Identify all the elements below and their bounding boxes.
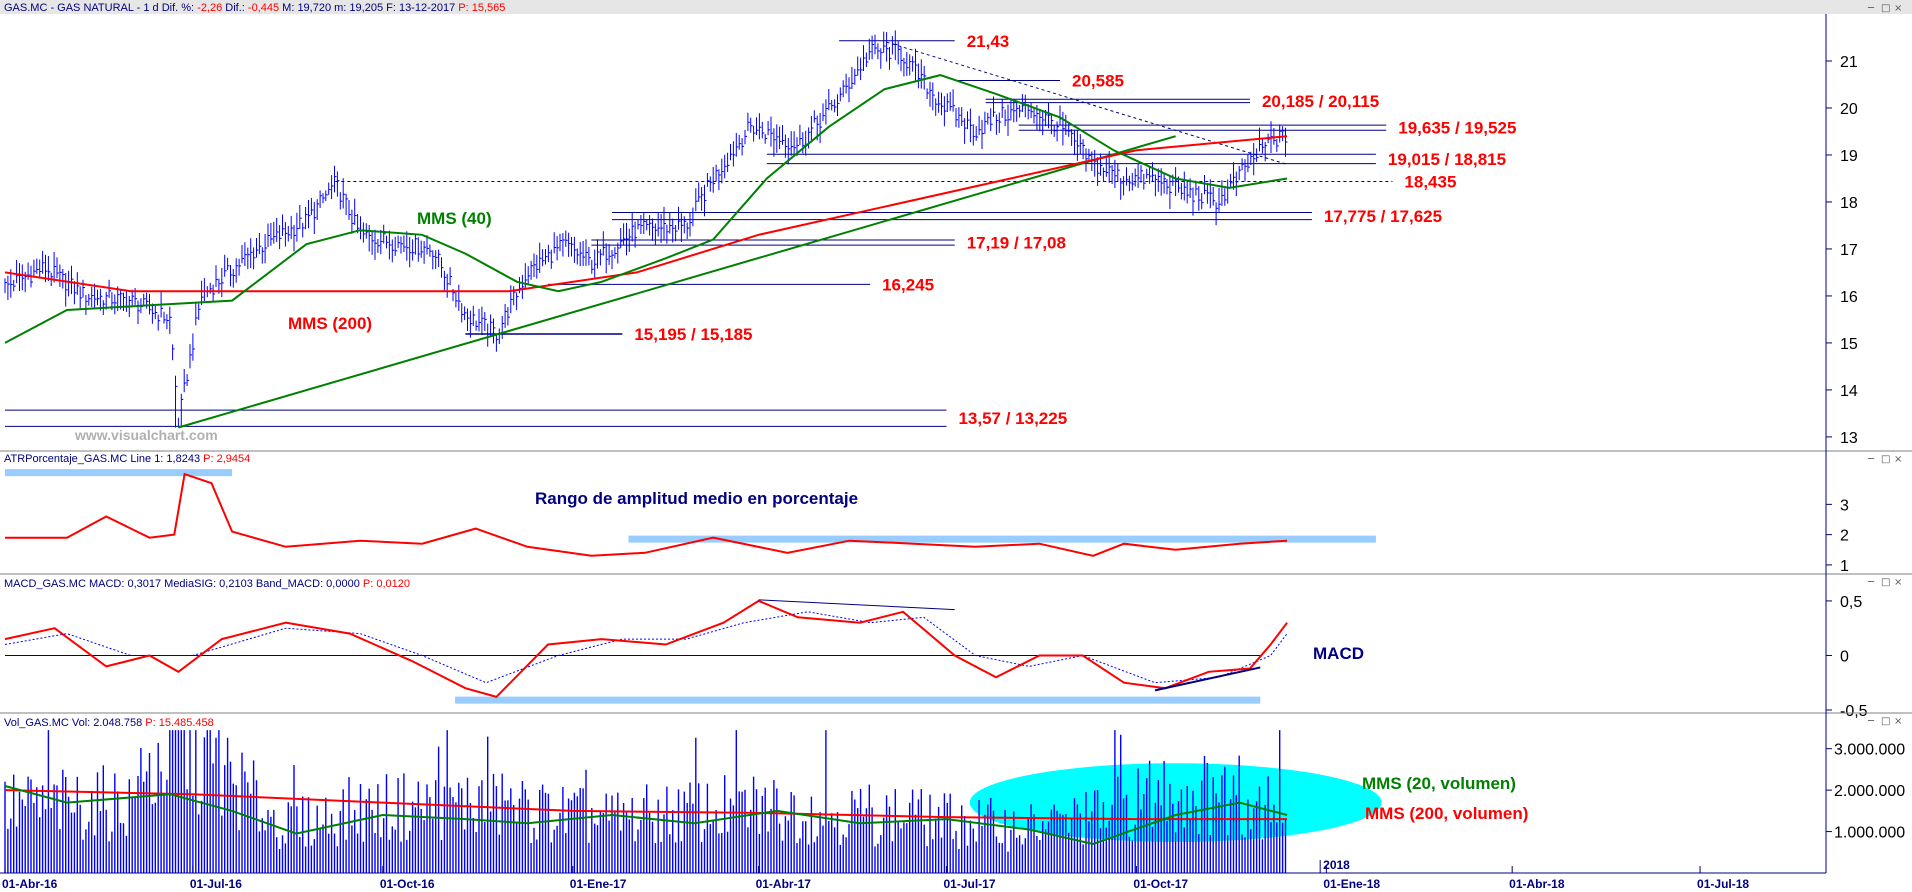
atr-annotation: Rango de amplitud medio en porcentaje xyxy=(535,489,858,508)
header-segment: P: 15.485.458 xyxy=(145,717,214,729)
volume-panel-header: Vol_GAS.MC Vol: 2.048.758 P: 15.485.458 xyxy=(4,717,214,729)
header-segment: Vol_GAS.MC Vol: 2.048.758 xyxy=(4,717,145,729)
volume-tick-label: 3.000.000 xyxy=(1834,742,1905,759)
volume-tick-label: 2.000.000 xyxy=(1834,783,1905,800)
atr-header-bar xyxy=(0,451,1912,465)
level-label: 20,585 xyxy=(1072,71,1124,90)
x-tick-label: 01-Jul-16 xyxy=(190,877,242,891)
maximize-icon: □ xyxy=(1881,577,1890,588)
volume-panel: Vol_GAS.MC Vol: 2.048.758 P: 15.485.458 … xyxy=(0,712,1912,873)
close-icon: × xyxy=(1894,3,1902,14)
x-tick-label: 01-Ene-18 xyxy=(1323,877,1380,891)
macd-annotation: MACD xyxy=(1313,644,1364,663)
macd-line xyxy=(4,599,1288,699)
mms200-label: MMS (200) xyxy=(288,314,372,333)
level-label: 15,195 / 15,185 xyxy=(634,325,752,344)
level-label: 19,635 / 19,525 xyxy=(1398,119,1516,138)
y-tick-label: 17 xyxy=(1840,242,1858,259)
macd-panel-header: MACD_GAS.MC MACD: 0,3017 MediaSIG: 0,210… xyxy=(4,578,410,590)
close-icon: × xyxy=(1894,716,1902,727)
macd-tick-label: 0 xyxy=(1840,648,1849,665)
header-segment: -2,26 xyxy=(197,2,222,14)
y-tick-label: 18 xyxy=(1840,195,1858,212)
level-label: 17,775 / 17,625 xyxy=(1324,207,1442,226)
macd-tick-label: -0,5 xyxy=(1840,703,1868,720)
level-label: 21,43 xyxy=(967,32,1010,51)
minimize-icon: ─ xyxy=(1867,577,1875,588)
header-segment: P: 15,565 xyxy=(458,2,505,14)
macd-panel: MACD_GAS.MC MACD: 0,3017 MediaSIG: 0,210… xyxy=(0,573,1912,720)
y-tick-label: 14 xyxy=(1840,383,1858,400)
x-tick-label: 01-Ene-17 xyxy=(570,877,627,891)
x-tick-label: 01-Jul-17 xyxy=(943,877,995,891)
volume-legend-mms20: MMS (20, volumen) xyxy=(1362,774,1516,793)
axes: 01-Abr-16 01-Jul-16 01-Oct-16 01-Ene-17 01-A… xyxy=(0,14,1827,891)
x-tick-label: 01-Jul-18 xyxy=(1697,877,1749,891)
level-label: 17,19 / 17,08 xyxy=(967,234,1066,253)
atr-tick-label: 2 xyxy=(1840,528,1849,545)
price-panel-header: GAS.MC - GAS NATURAL - 1 d Dif. %: -2,26… xyxy=(4,2,505,14)
atr-line xyxy=(5,472,1288,557)
atr-tick-label: 3 xyxy=(1840,497,1849,514)
header-segment: -0,445 xyxy=(248,2,279,14)
price-header-bar xyxy=(0,0,1912,14)
x-tick-label: 01-Abr-16 xyxy=(2,877,58,891)
x-tick-label: 01-Abr-18 xyxy=(1509,877,1565,891)
window-controls[interactable]: ─ □ × ─ □ × ─ □ × ─ □ × xyxy=(1867,3,1902,727)
price-panel: GAS.MC - GAS NATURAL - 1 d Dif. %: -2,26… xyxy=(0,0,1912,451)
watermark: www.visualchart.com xyxy=(74,427,218,443)
maximize-icon: □ xyxy=(1881,454,1890,465)
price-plot-area xyxy=(0,14,1826,451)
level-label: 19,015 / 18,815 xyxy=(1388,150,1506,169)
level-label: 13,57 / 13,225 xyxy=(958,409,1067,428)
y-tick-label: 15 xyxy=(1840,336,1858,353)
volume-highlight-ellipse xyxy=(969,763,1382,842)
minimize-icon: ─ xyxy=(1867,3,1875,14)
resistance-trendline xyxy=(886,41,1288,165)
y-tick-label: 20 xyxy=(1840,101,1858,118)
minimize-icon: ─ xyxy=(1867,716,1875,727)
volume-tick-label: 1.000.000 xyxy=(1834,825,1905,842)
mms40-line xyxy=(4,74,1288,344)
header-segment: ATRPorcentaje_GAS.MC Line 1: 1,8243 xyxy=(4,453,203,465)
mms40-label: MMS (40) xyxy=(417,209,492,228)
header-segment: P: 2,9454 xyxy=(203,453,250,465)
year-marker-label: 2018 xyxy=(1323,858,1350,872)
header-segment: M: 19,720 m: 19,205 F: 13-12-2017 xyxy=(279,2,458,14)
header-segment: MACD_GAS.MC MACD: 0,3017 MediaSIG: 0,210… xyxy=(4,578,363,590)
volume-legend-mms200: MMS (200, volumen) xyxy=(1365,804,1528,823)
y-tick-label: 13 xyxy=(1840,430,1858,447)
x-tick-label: 01-Oct-16 xyxy=(380,877,435,891)
macd-divergence-up xyxy=(1154,666,1261,692)
header-segment: GAS.MC - GAS NATURAL - 1 d Dif. %: xyxy=(4,2,197,14)
macd-signal-line xyxy=(4,611,1288,684)
minimize-icon: ─ xyxy=(1867,454,1875,465)
y-tick-label: 19 xyxy=(1840,148,1858,165)
macd-tick-label: 0,5 xyxy=(1840,594,1862,611)
y-tick-label: 16 xyxy=(1840,289,1858,306)
atr-tick-label: 1 xyxy=(1840,558,1849,575)
atr-panel-header: ATRPorcentaje_GAS.MC Line 1: 1,8243 P: 2… xyxy=(4,453,250,465)
close-icon: × xyxy=(1894,577,1902,588)
header-segment: Dif.: xyxy=(222,2,248,14)
level-label: 18,435 xyxy=(1404,173,1456,192)
atr-panel: ATRPorcentaje_GAS.MC Line 1: 1,8243 P: 2… xyxy=(0,450,1912,575)
mms200-line xyxy=(4,135,1288,293)
x-tick-label: 01-Abr-17 xyxy=(756,877,812,891)
close-icon: × xyxy=(1894,454,1902,465)
macd-divergence-down xyxy=(758,599,955,611)
maximize-icon: □ xyxy=(1881,3,1890,14)
x-tick-label: 01-Oct-17 xyxy=(1133,877,1188,891)
y-tick-label: 21 xyxy=(1840,54,1858,71)
volume-mms20-line xyxy=(4,785,1288,846)
level-label: 20,185 / 20,115 xyxy=(1262,92,1379,111)
volume-mms200-line xyxy=(4,789,1288,821)
level-label: 16,245 xyxy=(882,275,934,294)
maximize-icon: □ xyxy=(1881,716,1890,727)
support-trendline xyxy=(178,135,1176,429)
header-segment: P: 0,0120 xyxy=(363,578,410,590)
